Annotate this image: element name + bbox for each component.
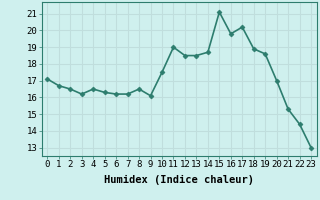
- X-axis label: Humidex (Indice chaleur): Humidex (Indice chaleur): [104, 175, 254, 185]
